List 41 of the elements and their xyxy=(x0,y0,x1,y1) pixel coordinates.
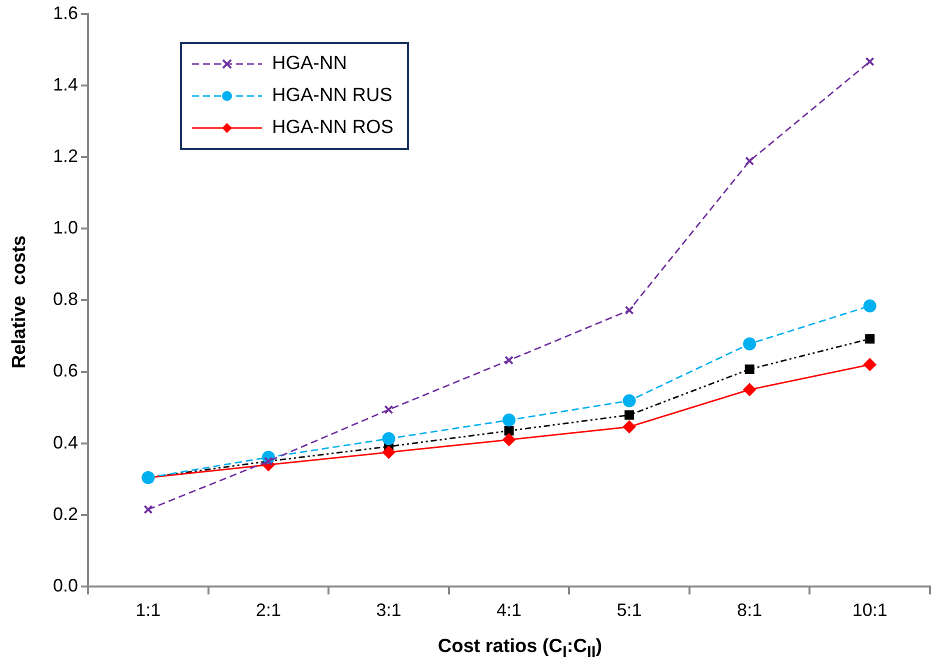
y-tick-label: 1.2 xyxy=(52,146,78,166)
y-axis-title: Relative costs xyxy=(9,235,31,369)
y-tick-label: 1.6 xyxy=(52,2,78,23)
x-tick-label: 10:1 xyxy=(852,600,888,620)
y-tick-label: 1.0 xyxy=(52,218,78,238)
x-tick-label: 4:1 xyxy=(496,600,522,620)
point xyxy=(382,432,396,446)
legend-label: HGA-NN ROS xyxy=(272,117,394,139)
point xyxy=(743,383,756,396)
x-tick-label: 3:1 xyxy=(376,600,402,620)
legend-label: HGA-NN RUS xyxy=(272,85,392,107)
y-tick-label: 0.0 xyxy=(52,575,78,596)
x-tick-label: 8:1 xyxy=(737,600,762,620)
point xyxy=(745,156,754,166)
point xyxy=(863,358,876,372)
y-tick-label: 1.4 xyxy=(52,74,78,95)
legend-label: HGA-NN xyxy=(272,53,347,75)
y-tick-label: 0.8 xyxy=(52,289,78,310)
y-tick-label: 0.6 xyxy=(52,360,78,381)
point xyxy=(863,299,876,312)
point xyxy=(865,57,874,66)
point xyxy=(144,504,153,514)
point xyxy=(743,337,756,350)
point xyxy=(624,306,634,315)
point xyxy=(622,420,636,434)
x-tick-label: 2:1 xyxy=(256,600,281,620)
point xyxy=(624,410,634,420)
y-tick-label: 0.4 xyxy=(52,432,78,452)
point xyxy=(622,394,636,408)
y-tick-label: 0.2 xyxy=(52,504,78,524)
x-tick-label: 1:1 xyxy=(136,600,161,620)
point xyxy=(502,433,516,446)
point xyxy=(502,414,516,427)
point xyxy=(744,364,754,374)
x-axis-title: Cost ratios (C$_{I}$:C$_{II}$) xyxy=(436,636,604,662)
point xyxy=(504,356,514,365)
point xyxy=(865,334,875,344)
x-tick-label: 5:1 xyxy=(616,600,642,620)
point xyxy=(384,405,394,414)
point xyxy=(382,446,396,459)
point xyxy=(504,426,514,436)
